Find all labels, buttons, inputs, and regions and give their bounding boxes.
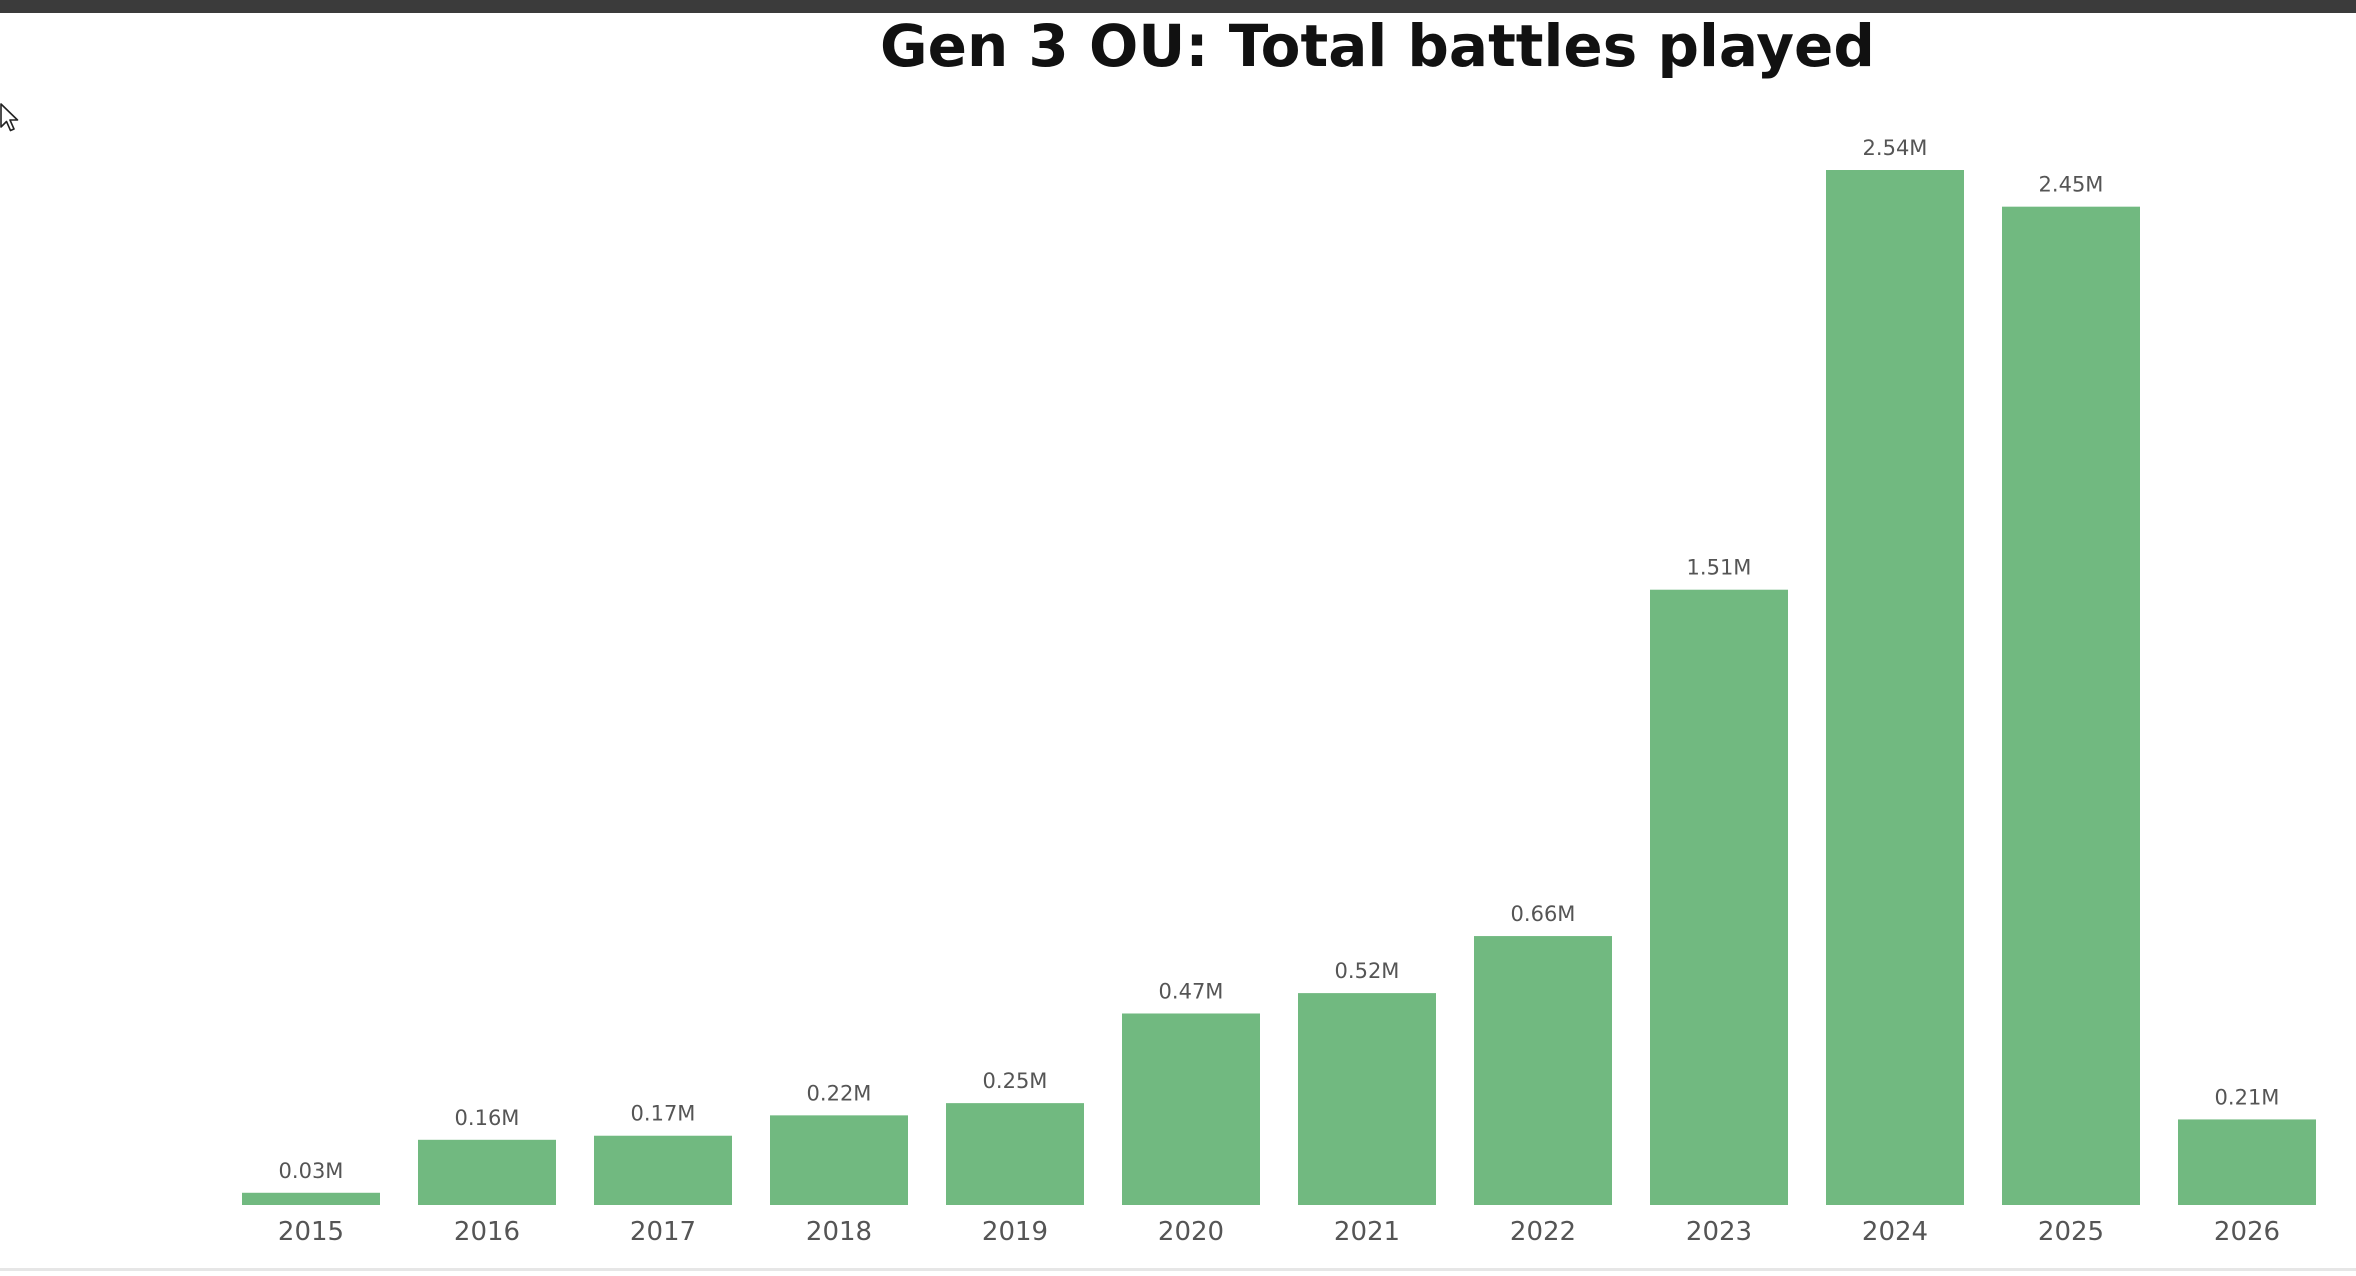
x-tick-label-2025: 2025	[2038, 1217, 2104, 1247]
mouse-cursor-icon	[0, 103, 19, 132]
bar-2025[interactable]	[2002, 206, 2140, 1206]
x-tick-label-2016: 2016	[454, 1217, 520, 1247]
bar-2022[interactable]	[1474, 936, 1612, 1205]
data-label-2025: 2.45M	[2039, 173, 2104, 197]
x-tick-label-2017: 2017	[630, 1217, 696, 1247]
bar-2019[interactable]	[946, 1103, 1084, 1205]
x-tick-label-2021: 2021	[1334, 1217, 1400, 1247]
data-label-2022: 0.66M	[1511, 902, 1576, 926]
data-label-2018: 0.22M	[807, 1081, 872, 1105]
bar-2023[interactable]	[1650, 589, 1788, 1205]
data-label-2023: 1.51M	[1687, 556, 1752, 580]
data-label-2020: 0.47M	[1159, 979, 1224, 1003]
x-tick-label-2019: 2019	[982, 1217, 1048, 1247]
x-tick-label-2026: 2026	[2214, 1217, 2280, 1247]
bar-2024[interactable]	[1826, 170, 1964, 1205]
x-tick-label-2015: 2015	[278, 1217, 344, 1247]
data-label-2015: 0.03M	[279, 1159, 344, 1183]
data-label-2026: 0.21M	[2215, 1085, 2280, 1109]
bar-2017[interactable]	[594, 1135, 732, 1205]
bar-2018[interactable]	[770, 1115, 908, 1205]
bar-2016[interactable]	[418, 1139, 556, 1205]
bar-2026[interactable]	[2178, 1119, 2316, 1205]
data-label-2016: 0.16M	[455, 1106, 520, 1130]
x-tick-label-2018: 2018	[806, 1217, 872, 1247]
bottom-divider	[0, 1268, 2356, 1271]
data-label-2021: 0.52M	[1335, 959, 1400, 983]
data-label-2024: 2.54M	[1863, 136, 1928, 160]
x-tick-label-2024: 2024	[1862, 1217, 1928, 1247]
x-tick-label-2020: 2020	[1158, 1217, 1224, 1247]
bar-2015[interactable]	[242, 1192, 380, 1205]
x-tick-label-2022: 2022	[1510, 1217, 1576, 1247]
bar-2020[interactable]	[1122, 1013, 1260, 1205]
x-tick-label-2023: 2023	[1686, 1217, 1752, 1247]
data-label-2019: 0.25M	[983, 1069, 1048, 1093]
window-top-bar	[0, 0, 2356, 13]
bar-2021[interactable]	[1298, 993, 1436, 1205]
data-label-2017: 0.17M	[631, 1102, 696, 1126]
